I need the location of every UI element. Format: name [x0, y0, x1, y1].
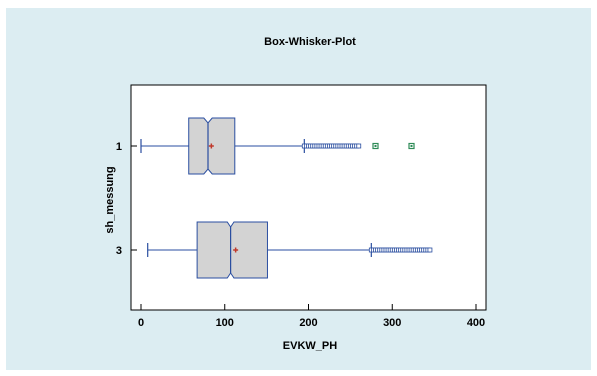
box-group-3: [147, 221, 433, 279]
plot-marks: [140, 117, 433, 279]
y-tick-label: 3: [116, 245, 122, 257]
x-tick-label: 200: [299, 317, 317, 329]
x-tick-label: 300: [383, 317, 401, 329]
x-tick-label: 0: [138, 317, 144, 329]
box-group-1: [140, 117, 415, 175]
outlier-point: [356, 143, 362, 149]
box: [196, 221, 268, 279]
far-outlier-center: [410, 145, 413, 147]
y-axis-label: sh_messung: [104, 166, 116, 233]
outlier-point: [427, 247, 433, 253]
x-axis-label: EVKW_PH: [283, 340, 337, 352]
plot-area: [130, 84, 487, 311]
chart-title: Box-Whisker-Plot: [264, 36, 356, 48]
y-axis-ticks: 13: [116, 141, 137, 257]
x-tick-label: 100: [216, 317, 234, 329]
far-outlier-center: [374, 145, 377, 147]
x-axis-ticks: 0 100 200 300 400: [138, 304, 485, 329]
x-tick-label: 400: [467, 317, 485, 329]
y-tick-label: 1: [116, 141, 122, 153]
